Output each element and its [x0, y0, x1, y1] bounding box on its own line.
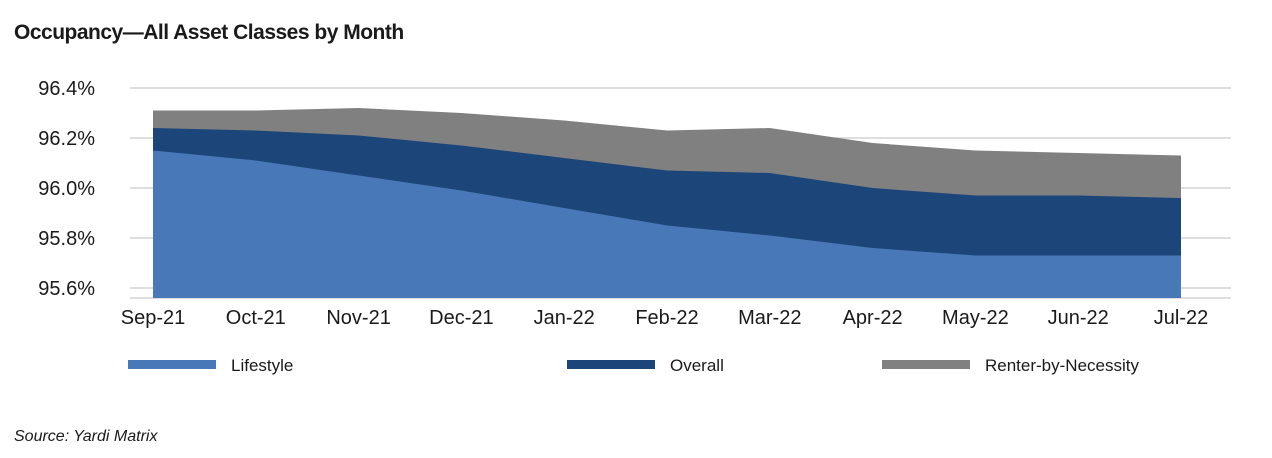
x-axis-tick-labels: Sep-21 Oct-21 Nov-21 Dec-21 Jan-22 Feb-22 Mar-… — [121, 307, 1208, 329]
legend-label: Overall — [670, 356, 724, 375]
x-tick-label: Jan-22 — [534, 307, 595, 329]
area-series — [153, 108, 1181, 298]
x-tick-label: Jun-22 — [1048, 307, 1109, 329]
legend-item-lifestyle: Lifestyle — [128, 356, 293, 375]
legend-label: Renter-by-Necessity — [985, 356, 1139, 375]
chart-source: Source: Yardi Matrix — [14, 428, 158, 445]
x-tick-label: Feb-22 — [635, 307, 698, 329]
x-tick-label: Sep-21 — [121, 307, 186, 329]
legend-label: Lifestyle — [231, 356, 293, 375]
y-tick-label: 95.6% — [38, 278, 95, 300]
y-tick-label: 96.4% — [38, 78, 95, 100]
y-tick-label: 96.2% — [38, 128, 95, 150]
legend-item-renter-by-necessity: Renter-by-Necessity — [882, 356, 1139, 375]
x-tick-label: Nov-21 — [326, 307, 390, 329]
area-lifestyle — [153, 150, 1181, 298]
legend-swatch — [567, 360, 655, 369]
chart-title: Occupancy—All Asset Classes by Month — [14, 21, 404, 44]
x-tick-label: May-22 — [942, 307, 1009, 329]
legend-swatch — [128, 360, 216, 369]
legend-swatch — [882, 360, 970, 369]
x-tick-label: Apr-22 — [843, 307, 903, 329]
x-tick-label: Dec-21 — [429, 307, 493, 329]
x-tick-label: Oct-21 — [226, 307, 286, 329]
legend-item-overall: Overall — [567, 356, 724, 375]
x-tick-label: Mar-22 — [738, 307, 801, 329]
y-axis-tick-labels: 96.4% 96.2% 96.0% 95.8% 95.6% — [38, 78, 95, 300]
y-tick-label: 96.0% — [38, 178, 95, 200]
x-tick-label: Jul-22 — [1154, 307, 1208, 329]
y-tick-label: 95.8% — [38, 228, 95, 250]
legend: Lifestyle Overall Renter-by-Necessity — [128, 356, 1139, 375]
